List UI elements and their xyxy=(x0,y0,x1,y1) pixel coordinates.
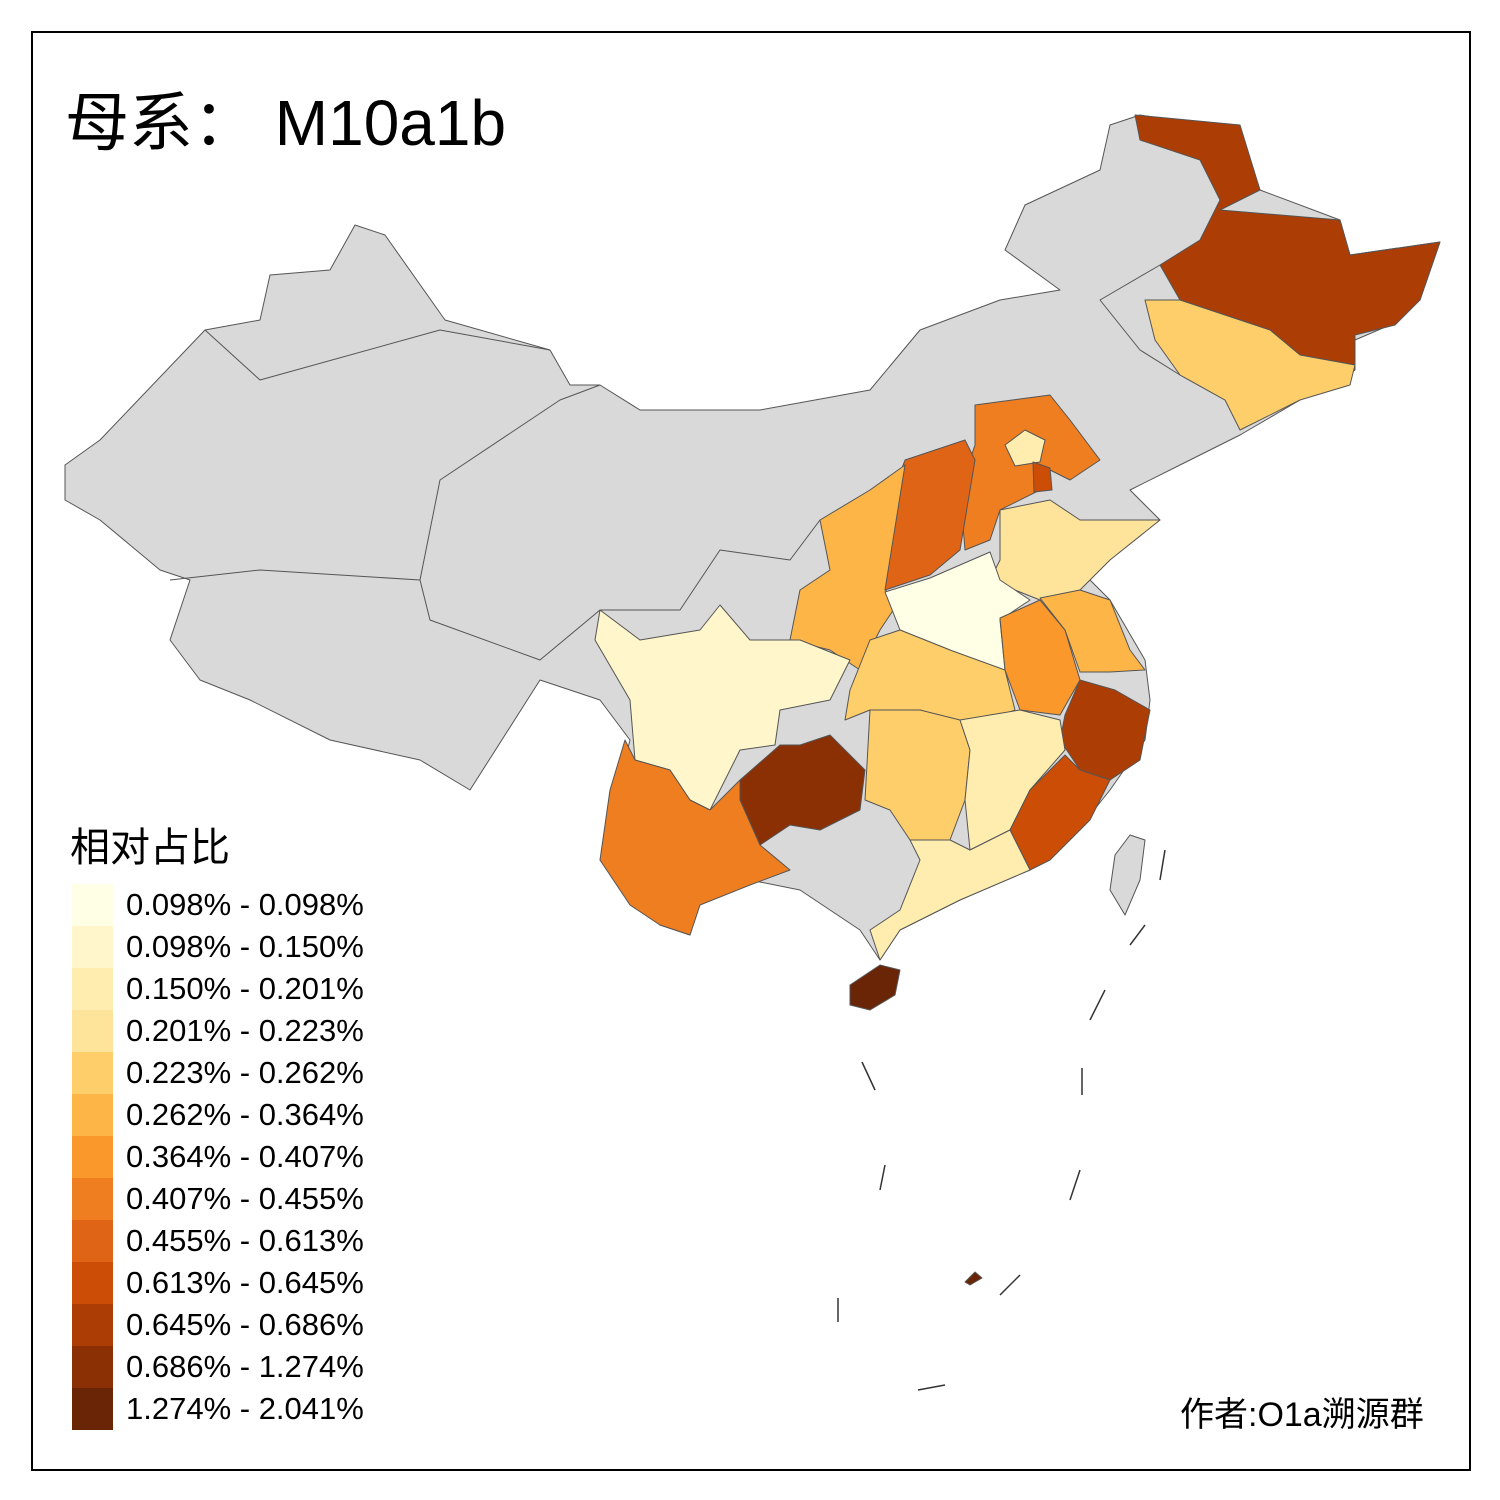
legend-swatch xyxy=(72,1262,113,1304)
legend-label: 0.098% - 0.098% xyxy=(126,887,364,922)
legend-label: 0.613% - 0.645% xyxy=(126,1265,364,1300)
region-guangdong[interactable] xyxy=(869,829,1031,961)
region-fujian[interactable] xyxy=(1009,754,1111,871)
region-border xyxy=(204,329,551,381)
legend-item: 0.098% - 0.098% xyxy=(72,884,364,926)
legend-label: 0.223% - 0.262% xyxy=(126,1055,364,1090)
region-hainan[interactable] xyxy=(849,964,901,1011)
legend-swatch xyxy=(72,1388,113,1430)
legend: 0.098% - 0.098% 0.098% - 0.150% 0.150% - 0… xyxy=(72,884,364,1430)
region-taiwan[interactable] xyxy=(1109,834,1146,916)
legend-item: 0.201% - 0.223% xyxy=(72,1010,364,1052)
legend-label: 0.150% - 0.201% xyxy=(126,971,364,1006)
region-islet xyxy=(964,1271,983,1286)
title-prefix: 母系： xyxy=(65,87,257,161)
legend-label: 0.098% - 0.150% xyxy=(126,929,364,964)
region-anhui[interactable] xyxy=(999,599,1081,716)
legend-label: 0.262% - 0.364% xyxy=(126,1097,364,1132)
region-sichuan[interactable] xyxy=(594,604,851,811)
region-jiangsu[interactable] xyxy=(1039,589,1146,673)
legend-label: 0.645% - 0.686% xyxy=(126,1307,364,1342)
legend-title: 相对占比 xyxy=(70,825,230,871)
legend-label: 0.364% - 0.407% xyxy=(126,1139,364,1174)
map-frame xyxy=(31,31,1471,1471)
legend-swatch xyxy=(72,1136,113,1178)
region-border xyxy=(169,384,601,581)
legend-swatch xyxy=(72,1346,113,1388)
legend-item: 0.686% - 1.274% xyxy=(72,1346,364,1388)
legend-item: 0.223% - 0.262% xyxy=(72,1052,364,1094)
legend-label: 0.407% - 0.455% xyxy=(126,1181,364,1216)
legend-label: 0.686% - 1.274% xyxy=(126,1349,364,1384)
region-jilin[interactable] xyxy=(1144,299,1356,431)
region-border xyxy=(419,519,821,661)
legend-label: 0.201% - 0.223% xyxy=(126,1013,364,1048)
legend-item: 0.407% - 0.455% xyxy=(72,1178,364,1220)
title-haplogroup: M10a1b xyxy=(274,87,507,159)
legend-item: 0.645% - 0.686% xyxy=(72,1304,364,1346)
legend-item: 0.150% - 0.201% xyxy=(72,968,364,1010)
region-yunnan[interactable] xyxy=(599,739,791,936)
legend-swatch xyxy=(72,884,113,926)
legend-item: 0.613% - 0.645% xyxy=(72,1262,364,1304)
region-heilongjiang[interactable] xyxy=(1134,114,1441,366)
author-credit: 作者:O1a溯源群 xyxy=(1180,1396,1424,1434)
legend-item: 0.098% - 0.150% xyxy=(72,926,364,968)
legend-item: 0.455% - 0.613% xyxy=(72,1220,364,1262)
legend-label: 0.455% - 0.613% xyxy=(126,1223,364,1258)
legend-swatch xyxy=(72,1052,113,1094)
region-tianjin[interactable] xyxy=(1032,461,1053,493)
legend-swatch xyxy=(72,1220,113,1262)
legend-swatch xyxy=(72,1304,113,1346)
legend-item: 1.274% - 2.041% xyxy=(72,1388,364,1430)
legend-item: 0.262% - 0.364% xyxy=(72,1094,364,1136)
map-title: 母系： M10a1b xyxy=(65,72,506,164)
region-hunan[interactable] xyxy=(864,709,971,841)
region-beijing[interactable] xyxy=(1004,429,1046,467)
legend-swatch xyxy=(72,1010,113,1052)
south-china-sea-lines xyxy=(837,849,1166,1391)
legend-label: 1.274% - 2.041% xyxy=(126,1391,364,1426)
legend-swatch xyxy=(72,1094,113,1136)
legend-swatch xyxy=(72,926,113,968)
legend-swatch xyxy=(72,1178,113,1220)
legend-item: 0.364% - 0.407% xyxy=(72,1136,364,1178)
legend-swatch xyxy=(72,968,113,1010)
